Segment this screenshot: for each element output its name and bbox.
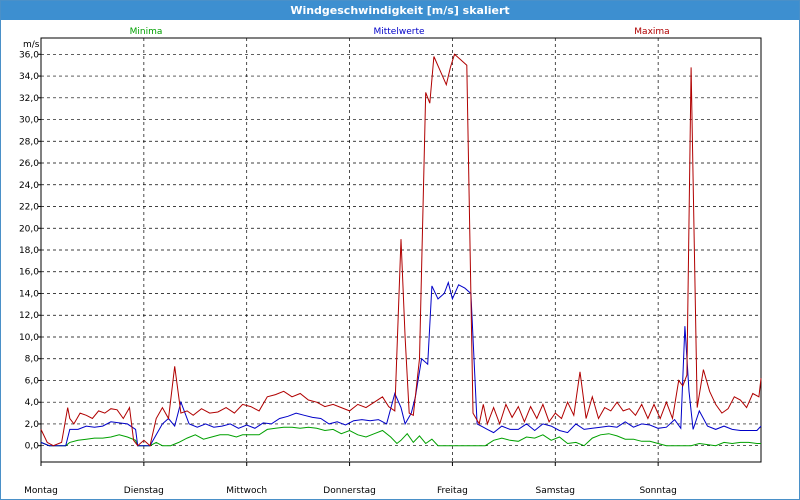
y-tick-label: 12,0	[19, 311, 39, 321]
series-lines	[40, 53, 762, 447]
x-axis: Montag31.05.21Dienstag01.06.21Mittwoch02…	[24, 462, 677, 496]
y-tick-label: 24,0	[19, 181, 39, 191]
y-axis-unit-label: m/s	[23, 40, 40, 50]
y-tick-label: 20,0	[19, 224, 39, 234]
y-tick-label: 28,0	[19, 137, 39, 147]
x-tick-day-label: Sonntag	[639, 486, 676, 496]
legend: Minima Mittelwerte Maxima	[130, 27, 670, 37]
window-title: Windgeschwindigkeit [m/s] skaliert	[1, 1, 799, 20]
grid	[41, 38, 761, 462]
x-tick-day-label: Samstag	[536, 486, 575, 496]
y-tick-label: 8,0	[25, 355, 40, 365]
y-tick-label: 14,0	[19, 289, 39, 299]
y-tick-label: 30,0	[19, 116, 39, 126]
wind-speed-chart: 0,0 2,0 4,0 6,0 8,0 10,0 12,0 14,0 16,0 18,0 20,0 2…	[19, 27, 762, 496]
series-line-mittelwerte	[40, 280, 762, 447]
y-axis: 0,0 2,0 4,0 6,0 8,0 10,0 12,0 14,0 16,0 18,0 20,0 2…	[19, 50, 41, 452]
x-tick-day-label: Dienstag	[124, 486, 164, 496]
y-tick-label: 26,0	[19, 159, 39, 169]
legend-entry-minima: Minima	[130, 27, 163, 37]
x-tick-day-label: Donnerstag	[323, 486, 376, 496]
y-tick-label: 36,0	[19, 50, 39, 60]
x-tick-day-label: Freitag	[437, 486, 468, 496]
y-tick-label: 16,0	[19, 268, 39, 278]
y-tick-label: 6,0	[25, 376, 40, 386]
series-line-minima	[40, 426, 761, 447]
y-tick-label: 22,0	[19, 203, 39, 213]
y-tick-label: 4,0	[25, 398, 40, 408]
legend-entry-mittelwerte: Mittelwerte	[373, 27, 424, 37]
series-line-maxima	[40, 53, 762, 447]
y-tick-label: 18,0	[19, 246, 39, 256]
y-tick-label: 0,0	[25, 442, 40, 452]
x-tick-day-label: Mittwoch	[226, 486, 267, 496]
y-tick-label: 10,0	[19, 333, 39, 343]
y-tick-label: 2,0	[25, 420, 40, 430]
legend-entry-maxima: Maxima	[634, 27, 669, 37]
y-tick-label: 34,0	[19, 72, 39, 82]
x-tick-day-label: Montag	[24, 486, 58, 496]
y-tick-label: 32,0	[19, 94, 39, 104]
